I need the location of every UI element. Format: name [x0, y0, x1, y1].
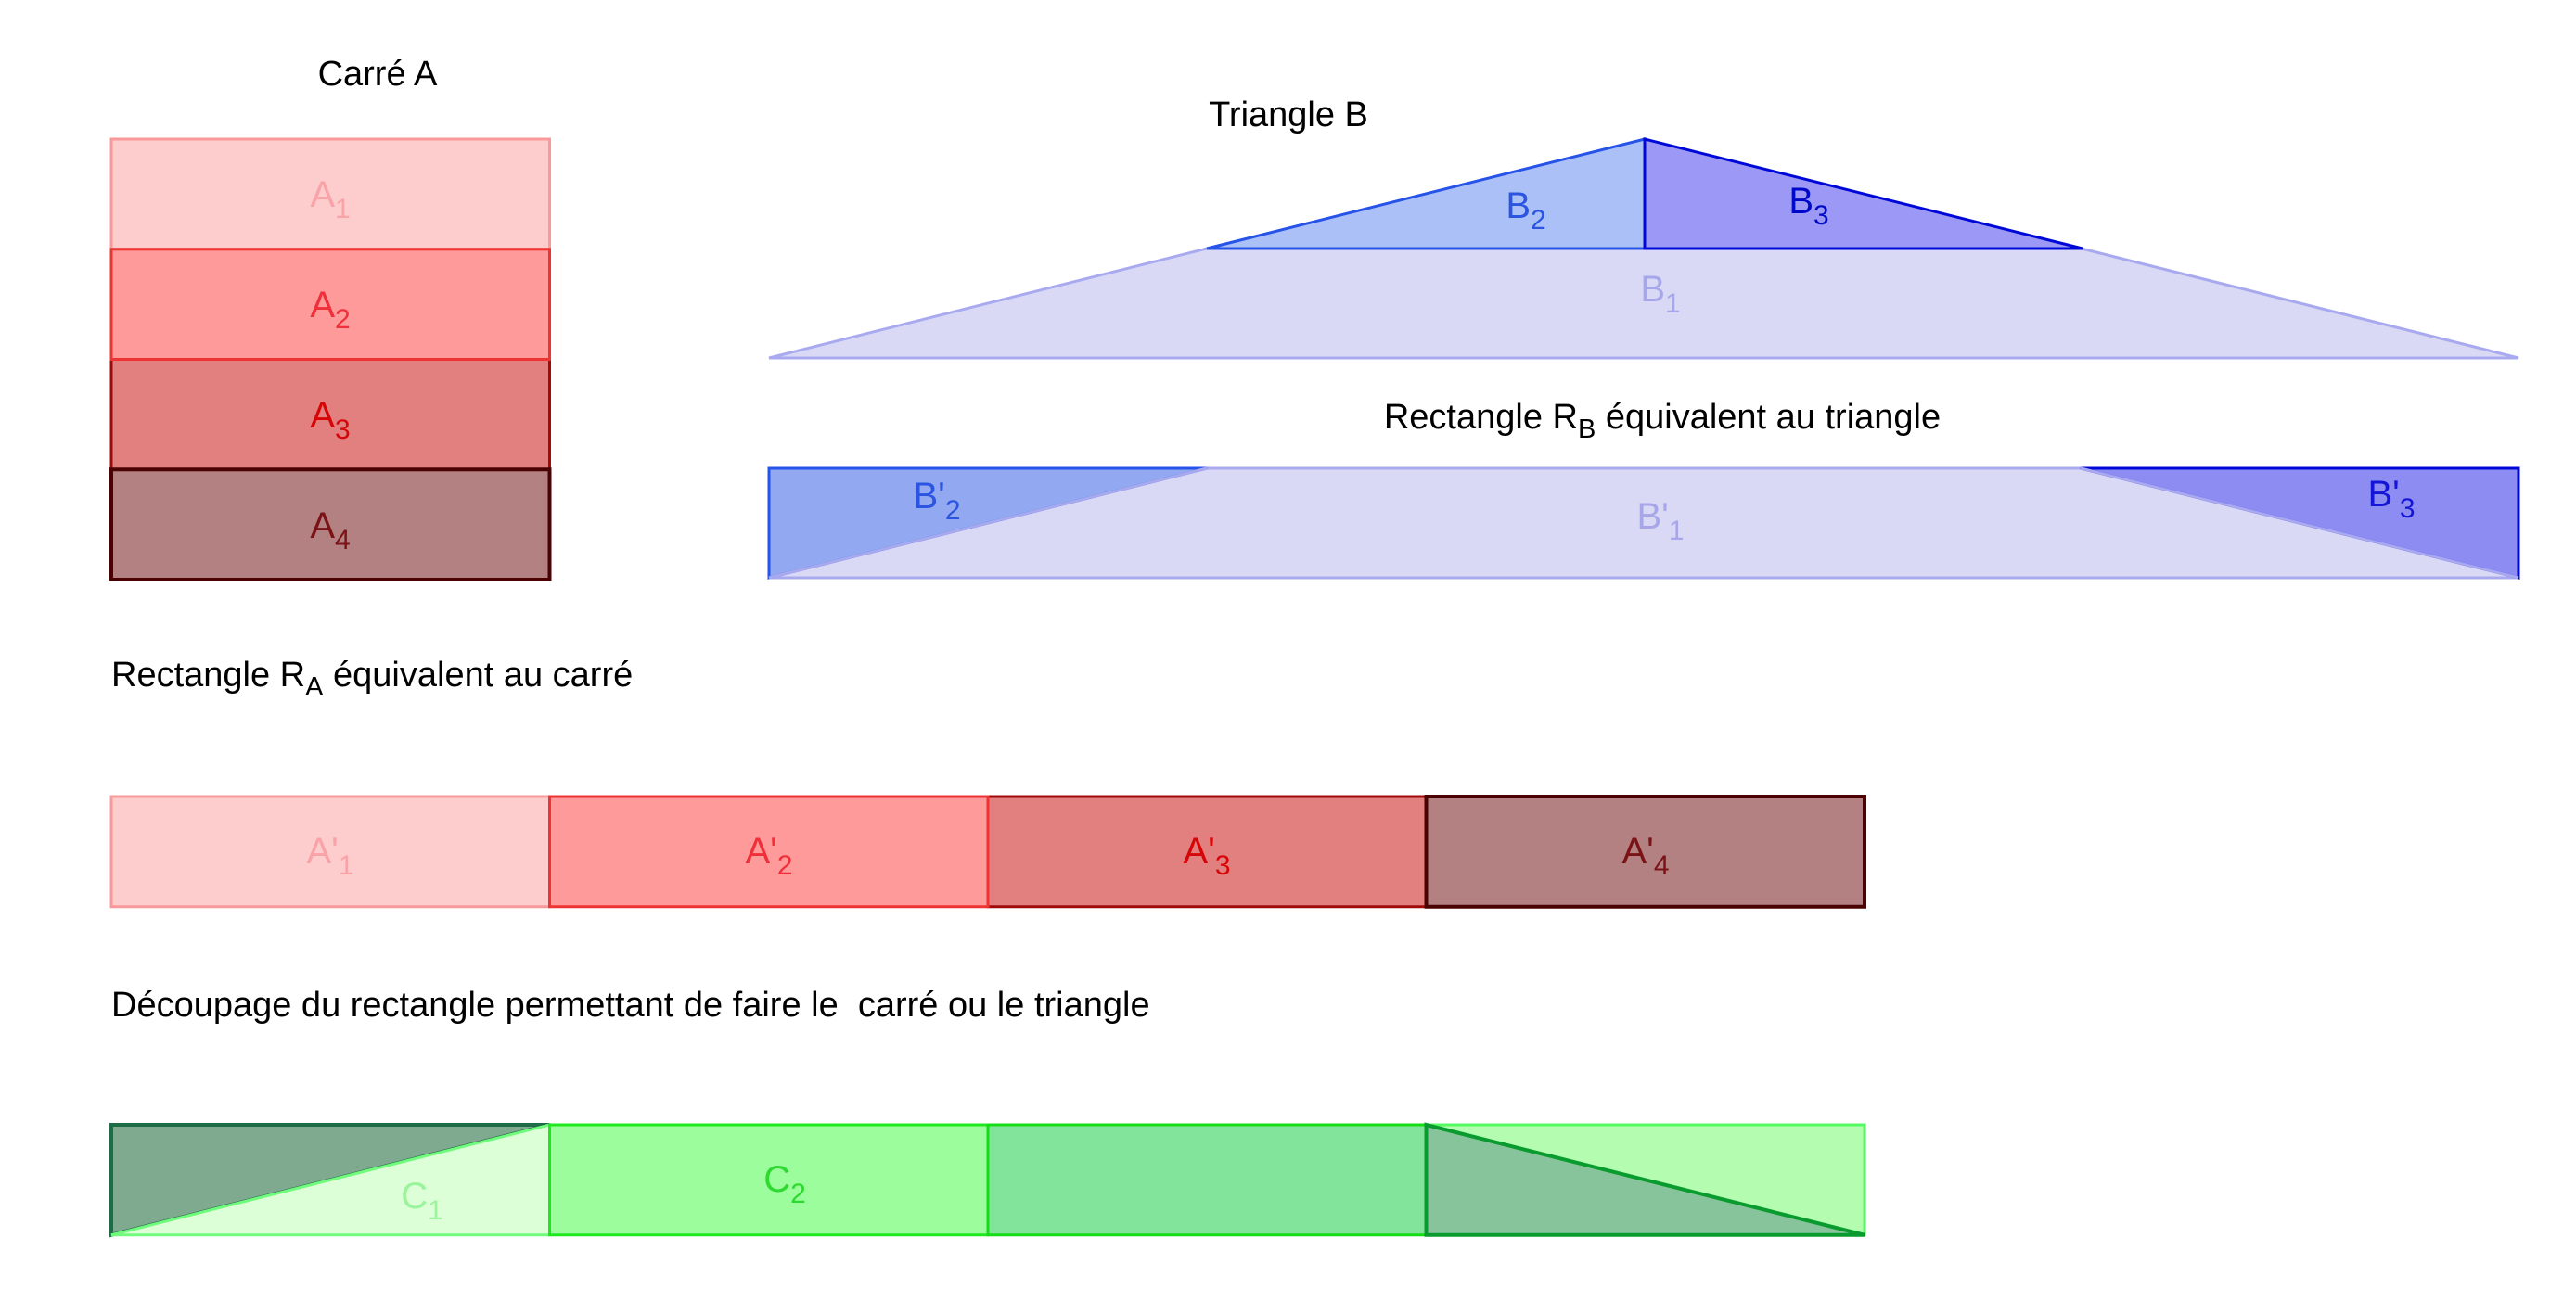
- piece-c2: [548, 1123, 990, 1237]
- piece-label-c1: C1: [401, 1176, 443, 1226]
- rectangle-ra-title-sub: A: [305, 672, 324, 702]
- piece-label-bp2-sub: 2: [945, 495, 961, 526]
- piece-a4: [109, 467, 552, 581]
- carre-a-title: Carré A: [318, 55, 438, 94]
- piece-label-c2-base: C: [763, 1159, 790, 1200]
- piece-label-bp3-sub: 3: [2400, 493, 2416, 524]
- rectangle-rb-title-pre: Rectangle R: [1384, 398, 1578, 437]
- piece-label-ap2: A'2: [745, 831, 792, 881]
- rectangle-ra-title-post: équivalent au carré: [323, 656, 633, 695]
- piece-label-ap3: A'3: [1183, 831, 1230, 881]
- piece-label-ap3-sub: 3: [1215, 850, 1231, 881]
- piece-label-a1-base: A: [310, 174, 335, 215]
- piece-bp2-hypotenuse: [768, 466, 1208, 580]
- piece-label-c2-sub: 2: [790, 1179, 806, 1209]
- piece-label-bp1: B'1: [1636, 496, 1684, 546]
- decoupage-title: Découpage du rectangle permettant de fai…: [111, 986, 1150, 1025]
- piece-label-bp3-base: B': [2367, 474, 2399, 515]
- piece-label-b1-sub: 1: [1665, 288, 1681, 319]
- piece-label-b2-base: B: [1506, 185, 1531, 226]
- figure-carre-a: Carré A A1 A2 A3 A4: [109, 55, 552, 581]
- piece-ap2: [548, 795, 990, 909]
- piece-a2: [109, 248, 551, 361]
- piece-label-bp3: B'3: [2367, 474, 2415, 524]
- piece-label-b2: B2: [1506, 185, 1545, 236]
- piece-label-ap4-base: A': [1621, 831, 1653, 872]
- piece-label-ap1-sub: 1: [339, 850, 354, 881]
- piece-c3: [986, 1123, 1428, 1237]
- piece-label-a2-sub: 2: [335, 304, 351, 335]
- piece-label-b3: B3: [1788, 181, 1828, 231]
- rectangle-rb-title-post: équivalent au triangle: [1596, 398, 1941, 437]
- piece-b3: [1643, 137, 2083, 250]
- piece-label-a4-sub: 4: [335, 525, 351, 555]
- piece-label-c1-sub: 1: [428, 1195, 443, 1226]
- piece-b2: [1206, 137, 1647, 250]
- piece-label-a3-sub: 3: [335, 415, 351, 445]
- figure-rectangle-rb: Rectangle RB équivalent au triangle B'2 …: [767, 398, 2520, 580]
- piece-label-a1-sub: 1: [335, 194, 351, 224]
- rectangle-rb-title-sub: B: [1578, 415, 1596, 444]
- piece-label-a4: A4: [310, 505, 350, 555]
- piece-ap1: [109, 795, 551, 909]
- piece-label-c1-base: C: [401, 1176, 428, 1217]
- piece-label-bp1-base: B': [1636, 496, 1668, 537]
- piece-c4-dark-triangle: [1424, 1122, 1865, 1237]
- piece-ap4: [1424, 795, 1866, 909]
- piece-label-ap1-base: A': [306, 831, 338, 872]
- piece-label-a2: A2: [310, 285, 350, 335]
- piece-label-a3-base: A: [310, 395, 335, 436]
- piece-label-ap1: A'1: [306, 831, 353, 881]
- figure-decoupage: Découpage du rectangle permettant de fai…: [109, 986, 1866, 1238]
- piece-a3: [109, 358, 551, 471]
- piece-label-bp2: B'2: [913, 476, 960, 526]
- piece-label-a3: A3: [310, 395, 350, 445]
- piece-label-ap2-sub: 2: [777, 850, 793, 881]
- figure-triangle-b: Triangle B B2 B3 B1: [768, 96, 2519, 360]
- piece-label-bp2-base: B': [913, 476, 944, 517]
- piece-label-a2-base: A: [310, 285, 335, 325]
- piece-label-ap4-sub: 4: [1654, 850, 1670, 881]
- piece-label-b2-sub: 2: [1531, 205, 1546, 236]
- piece-label-b3-sub: 3: [1813, 200, 1829, 231]
- rectangle-rb-title: Rectangle RB équivalent au triangle: [1384, 398, 1941, 444]
- rectangle-ra-title-pre: Rectangle R: [111, 656, 305, 695]
- piece-label-ap3-base: A': [1183, 831, 1214, 872]
- piece-ap3: [986, 795, 1428, 909]
- rectangle-ra-title: Rectangle RA équivalent au carré: [111, 656, 633, 702]
- piece-label-ap2-base: A': [745, 831, 776, 872]
- piece-label-b3-base: B: [1788, 181, 1813, 222]
- piece-label-c2: C2: [763, 1159, 806, 1209]
- piece-label-b1-base: B: [1640, 269, 1665, 310]
- piece-bp3-hypotenuse: [2080, 466, 2519, 580]
- piece-label-a4-base: A: [310, 505, 335, 546]
- piece-label-b1: B1: [1640, 269, 1680, 319]
- figure-rectangle-ra: Rectangle RA équivalent au carré A'1 A'2…: [109, 656, 1866, 909]
- piece-a1: [109, 137, 551, 251]
- piece-label-bp1-sub: 1: [1669, 516, 1685, 546]
- piece-label-ap4: A'4: [1621, 831, 1669, 881]
- piece-label-a1: A1: [310, 174, 350, 224]
- triangle-b-title: Triangle B: [1209, 96, 1368, 134]
